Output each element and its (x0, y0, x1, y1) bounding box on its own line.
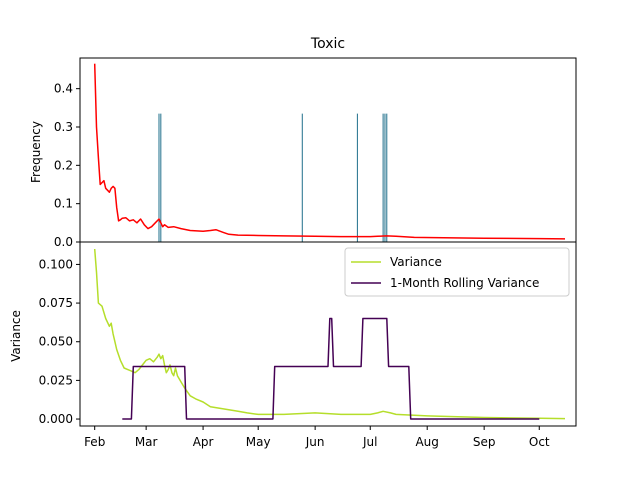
x-tick-label: Mar (135, 435, 158, 449)
x-axis-ticks: Feb Mar Apr May Jun Jul Aug Sep Oct (84, 426, 550, 449)
x-tick-label: Aug (415, 435, 438, 449)
variance-y-tick-label: 0.100 (39, 257, 73, 271)
x-tick-label: Jun (305, 435, 325, 449)
rolling-variance-line (122, 317, 540, 420)
legend-box (344, 247, 570, 297)
variance-y-tick-label: 0.025 (39, 373, 73, 387)
variance-line (93, 248, 566, 420)
legend-label: Variance (390, 255, 442, 269)
frequency-y-tick-label: 0.2 (54, 158, 73, 172)
variance-y-tick-label: 0.000 (39, 412, 73, 426)
variance-y-ticks: 0.000 0.025 0.050 0.075 0.100 (39, 257, 80, 426)
frequency-y-tick-label: 0.0 (54, 235, 73, 249)
x-tick-label: Jul (362, 435, 377, 449)
x-tick-label: May (246, 435, 271, 449)
variance-y-tick-label: 0.050 (39, 335, 73, 349)
x-tick-label: Apr (193, 435, 214, 449)
variance-plot-frame (79, 241, 577, 427)
legend-label: 1-Month Rolling Variance (390, 276, 539, 290)
frequency-y-tick-label: 0.4 (54, 82, 73, 96)
variance-y-tick-label: 0.075 (39, 296, 73, 310)
frequency-y-tick-label: 0.1 (54, 197, 73, 211)
x-tick-label: Feb (84, 435, 105, 449)
event-markers (158, 113, 388, 242)
legend: Variance 1-Month Rolling Variance (344, 247, 570, 297)
frequency-y-tick-label: 0.3 (54, 120, 73, 134)
variance-panel: Variance 0.000 0.025 0.050 0.075 0.100 Feb Ma… (9, 241, 577, 449)
frequency-y-ticks: 0.0 0.1 0.2 0.3 0.4 (54, 82, 80, 249)
frequency-panel: Toxic Frequency 0.0 0.1 0.2 0.3 0.4 (29, 36, 577, 249)
variance-series (93, 248, 566, 420)
variance-y-label: Variance (9, 310, 23, 362)
x-tick-label: Oct (529, 435, 550, 449)
frequency-series (93, 63, 566, 240)
frequency-line (93, 63, 566, 240)
chart-title: Toxic (310, 36, 345, 52)
x-tick-label: Sep (473, 435, 496, 449)
frequency-y-label: Frequency (29, 121, 43, 183)
